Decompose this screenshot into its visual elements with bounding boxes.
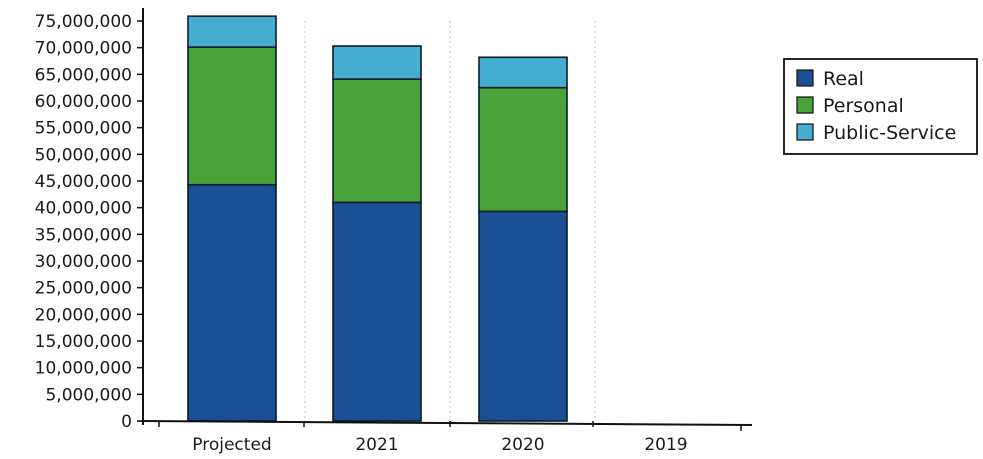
- x-tick-label: 2021: [355, 435, 398, 455]
- bar-segment-public-service: [187, 15, 277, 48]
- legend-swatch: [796, 69, 814, 87]
- y-tick-label: 35,000,000: [35, 225, 132, 245]
- legend-items: Real Personal Public-Service: [796, 68, 956, 144]
- y-tick-label: 50,000,000: [35, 145, 132, 165]
- y-tick-label: 60,000,000: [35, 92, 132, 112]
- y-tick-label: 30,000,000: [35, 252, 132, 272]
- bar-segment-personal: [478, 86, 568, 213]
- legend-label: Public-Service: [823, 122, 956, 144]
- bar-segment-real: [187, 183, 277, 422]
- y-tick-label: 45,000,000: [35, 172, 132, 192]
- y-tick-label: 75,000,000: [35, 12, 132, 32]
- y-tick-label: 70,000,000: [35, 39, 132, 59]
- bar-segment-public-service: [478, 56, 568, 89]
- y-tick-label: 55,000,000: [35, 119, 132, 139]
- y-tick-label: 10,000,000: [35, 359, 132, 379]
- x-tick-label: 2019: [644, 435, 687, 455]
- bars: [187, 15, 568, 422]
- axes: [140, 8, 753, 426]
- bar-segment-real: [332, 201, 422, 422]
- x-tick-label: Projected: [192, 435, 271, 455]
- y-tick-label: 20,000,000: [35, 305, 132, 325]
- y-tick-label: 0: [121, 412, 132, 432]
- bar-segment-public-service: [332, 45, 422, 80]
- x-axis-line: [140, 420, 753, 426]
- bar-segment-real: [478, 210, 568, 422]
- x-axis-ticks: Projected 2021 2020 2019: [158, 421, 742, 455]
- y-tick-label: 5,000,000: [45, 385, 132, 405]
- y-tick-label: 40,000,000: [35, 199, 132, 219]
- legend-swatch: [796, 123, 814, 141]
- y-tick-label: 25,000,000: [35, 279, 132, 299]
- y-axis-ticks: 0 5,000,000 10,000,000 15,000,000 20,000,000…: [35, 12, 143, 432]
- bar-segment-personal: [332, 78, 422, 204]
- y-tick-label: 15,000,000: [35, 332, 132, 352]
- bar-segment-personal: [187, 46, 277, 186]
- x-tick-label: 2020: [501, 435, 544, 455]
- grid-lines: [304, 21, 596, 421]
- legend: Real Personal Public-Service: [783, 58, 978, 155]
- y-tick-label: 65,000,000: [35, 65, 132, 85]
- legend-label: Personal: [823, 95, 904, 117]
- legend-label: Real: [823, 68, 864, 90]
- legend-swatch: [796, 96, 814, 114]
- legend-box: [783, 58, 978, 155]
